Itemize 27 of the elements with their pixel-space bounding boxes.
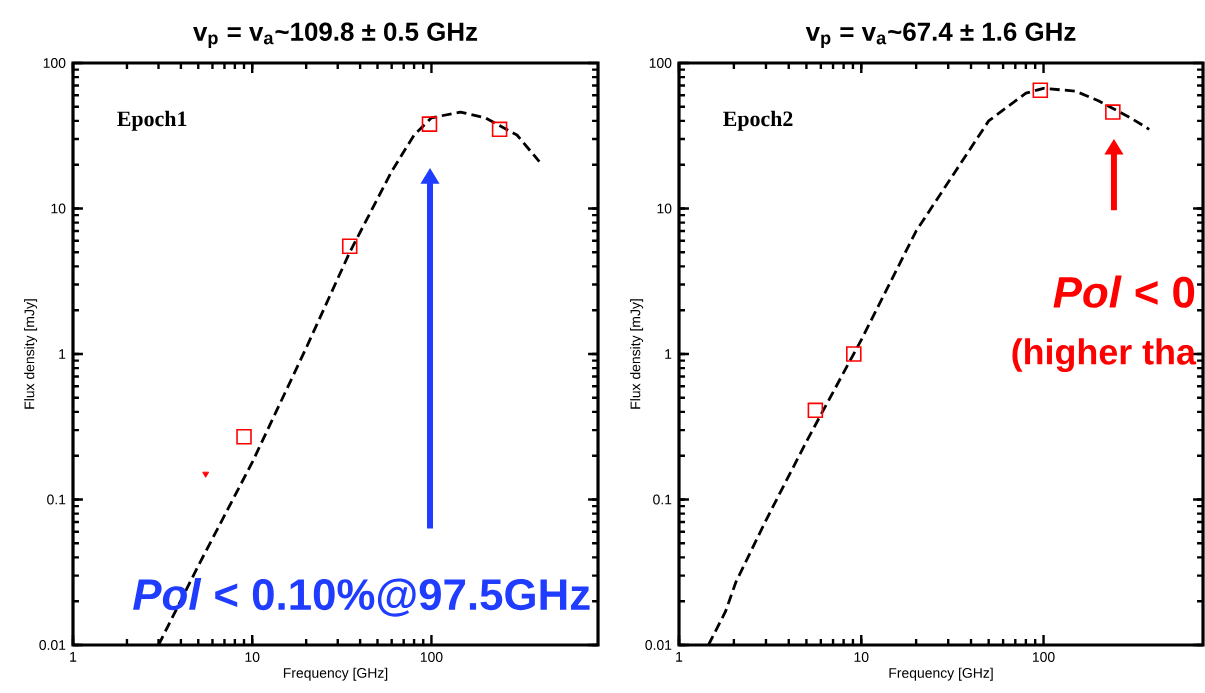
- y-tick-label: 0.01: [645, 640, 672, 650]
- x-axis-title: Frequency [GHz]: [889, 667, 993, 681]
- annotation: Epoch1: [117, 110, 187, 131]
- y-tick-label: 100: [43, 58, 66, 68]
- y-axis-title: Flux density [mJy]: [630, 299, 644, 409]
- x-axis-title: Frequency [GHz]: [283, 667, 388, 681]
- x-tick-label: 1: [676, 652, 683, 662]
- y-tick-label: 0.1: [47, 494, 66, 505]
- y-tick-label: 10: [51, 203, 66, 214]
- annotation: (higher tha: [1012, 338, 1197, 372]
- x-tick-label: 1: [70, 652, 77, 662]
- y-tick-label: 100: [649, 58, 672, 68]
- annotation: Epoch2: [723, 110, 793, 131]
- y-axis-title: Flux density [mJy]: [24, 299, 38, 409]
- y-tick-label: 1: [665, 349, 672, 359]
- x-tick-label: 10: [854, 652, 869, 662]
- annotation: Pol < 0: [1053, 275, 1195, 308]
- y-tick-label: 0.01: [39, 640, 66, 650]
- annotation: Pol < 0.10%@97.5GHz: [133, 577, 590, 617]
- chart-title: v$_{p}$ = v$_{a}$~109.8 ± 0.5 GHz: [193, 22, 478, 48]
- x-tick-label: 100: [420, 652, 443, 662]
- x-tick-label: 100: [1032, 652, 1055, 662]
- chart-title: v$_{p}$ = v$_{a}$~67.4 ± 1.6 GHz: [805, 22, 1076, 48]
- y-tick-label: 0.1: [653, 494, 672, 505]
- y-tick-label: 10: [657, 203, 672, 214]
- y-tick-label: 1: [59, 349, 66, 359]
- x-tick-label: 10: [245, 652, 260, 662]
